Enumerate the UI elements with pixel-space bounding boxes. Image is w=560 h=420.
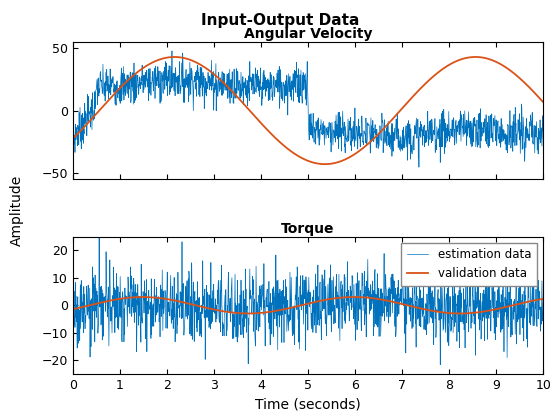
Legend: estimation data, validation data: estimation data, validation data — [402, 243, 537, 286]
Text: Input-Output Data: Input-Output Data — [201, 13, 359, 28]
Title: Angular Velocity: Angular Velocity — [244, 27, 372, 41]
validation data — [106, 298, 113, 303]
validation data — [457, 311, 464, 316]
Text: Amplitude: Amplitude — [10, 174, 24, 246]
validation data — [69, 136, 76, 141]
estimation data — [69, 300, 76, 305]
estimation data — [96, 235, 102, 240]
estimation data — [125, 76, 132, 81]
validation data — [287, 148, 294, 153]
validation data — [540, 100, 547, 105]
validation data — [106, 97, 113, 102]
validation data — [125, 295, 132, 300]
estimation data — [287, 92, 294, 97]
Line: estimation data: estimation data — [73, 238, 543, 365]
validation data — [351, 294, 358, 299]
validation data — [269, 132, 276, 137]
estimation data — [416, 165, 422, 170]
validation data — [472, 55, 479, 60]
estimation data — [437, 362, 444, 367]
estimation data — [69, 118, 76, 123]
estimation data — [338, 125, 344, 130]
validation data — [279, 142, 286, 147]
Line: validation data: validation data — [73, 57, 543, 164]
validation data — [279, 307, 286, 312]
estimation data — [279, 90, 286, 95]
estimation data — [125, 304, 132, 309]
Line: estimation data: estimation data — [73, 51, 543, 167]
Title: Torque: Torque — [281, 221, 335, 236]
validation data — [321, 162, 328, 167]
estimation data — [269, 286, 276, 291]
validation data — [337, 295, 344, 300]
validation data — [540, 296, 547, 301]
estimation data — [106, 84, 113, 89]
estimation data — [287, 303, 294, 308]
X-axis label: Time (seconds): Time (seconds) — [255, 397, 361, 411]
validation data — [287, 305, 294, 310]
validation data — [338, 159, 344, 164]
estimation data — [169, 48, 175, 53]
Line: validation data: validation data — [73, 297, 543, 313]
validation data — [69, 307, 76, 312]
estimation data — [338, 281, 344, 286]
estimation data — [279, 312, 286, 317]
estimation data — [540, 136, 547, 141]
validation data — [125, 77, 132, 82]
estimation data — [269, 98, 276, 103]
estimation data — [106, 289, 113, 294]
estimation data — [540, 298, 547, 303]
validation data — [269, 309, 276, 314]
